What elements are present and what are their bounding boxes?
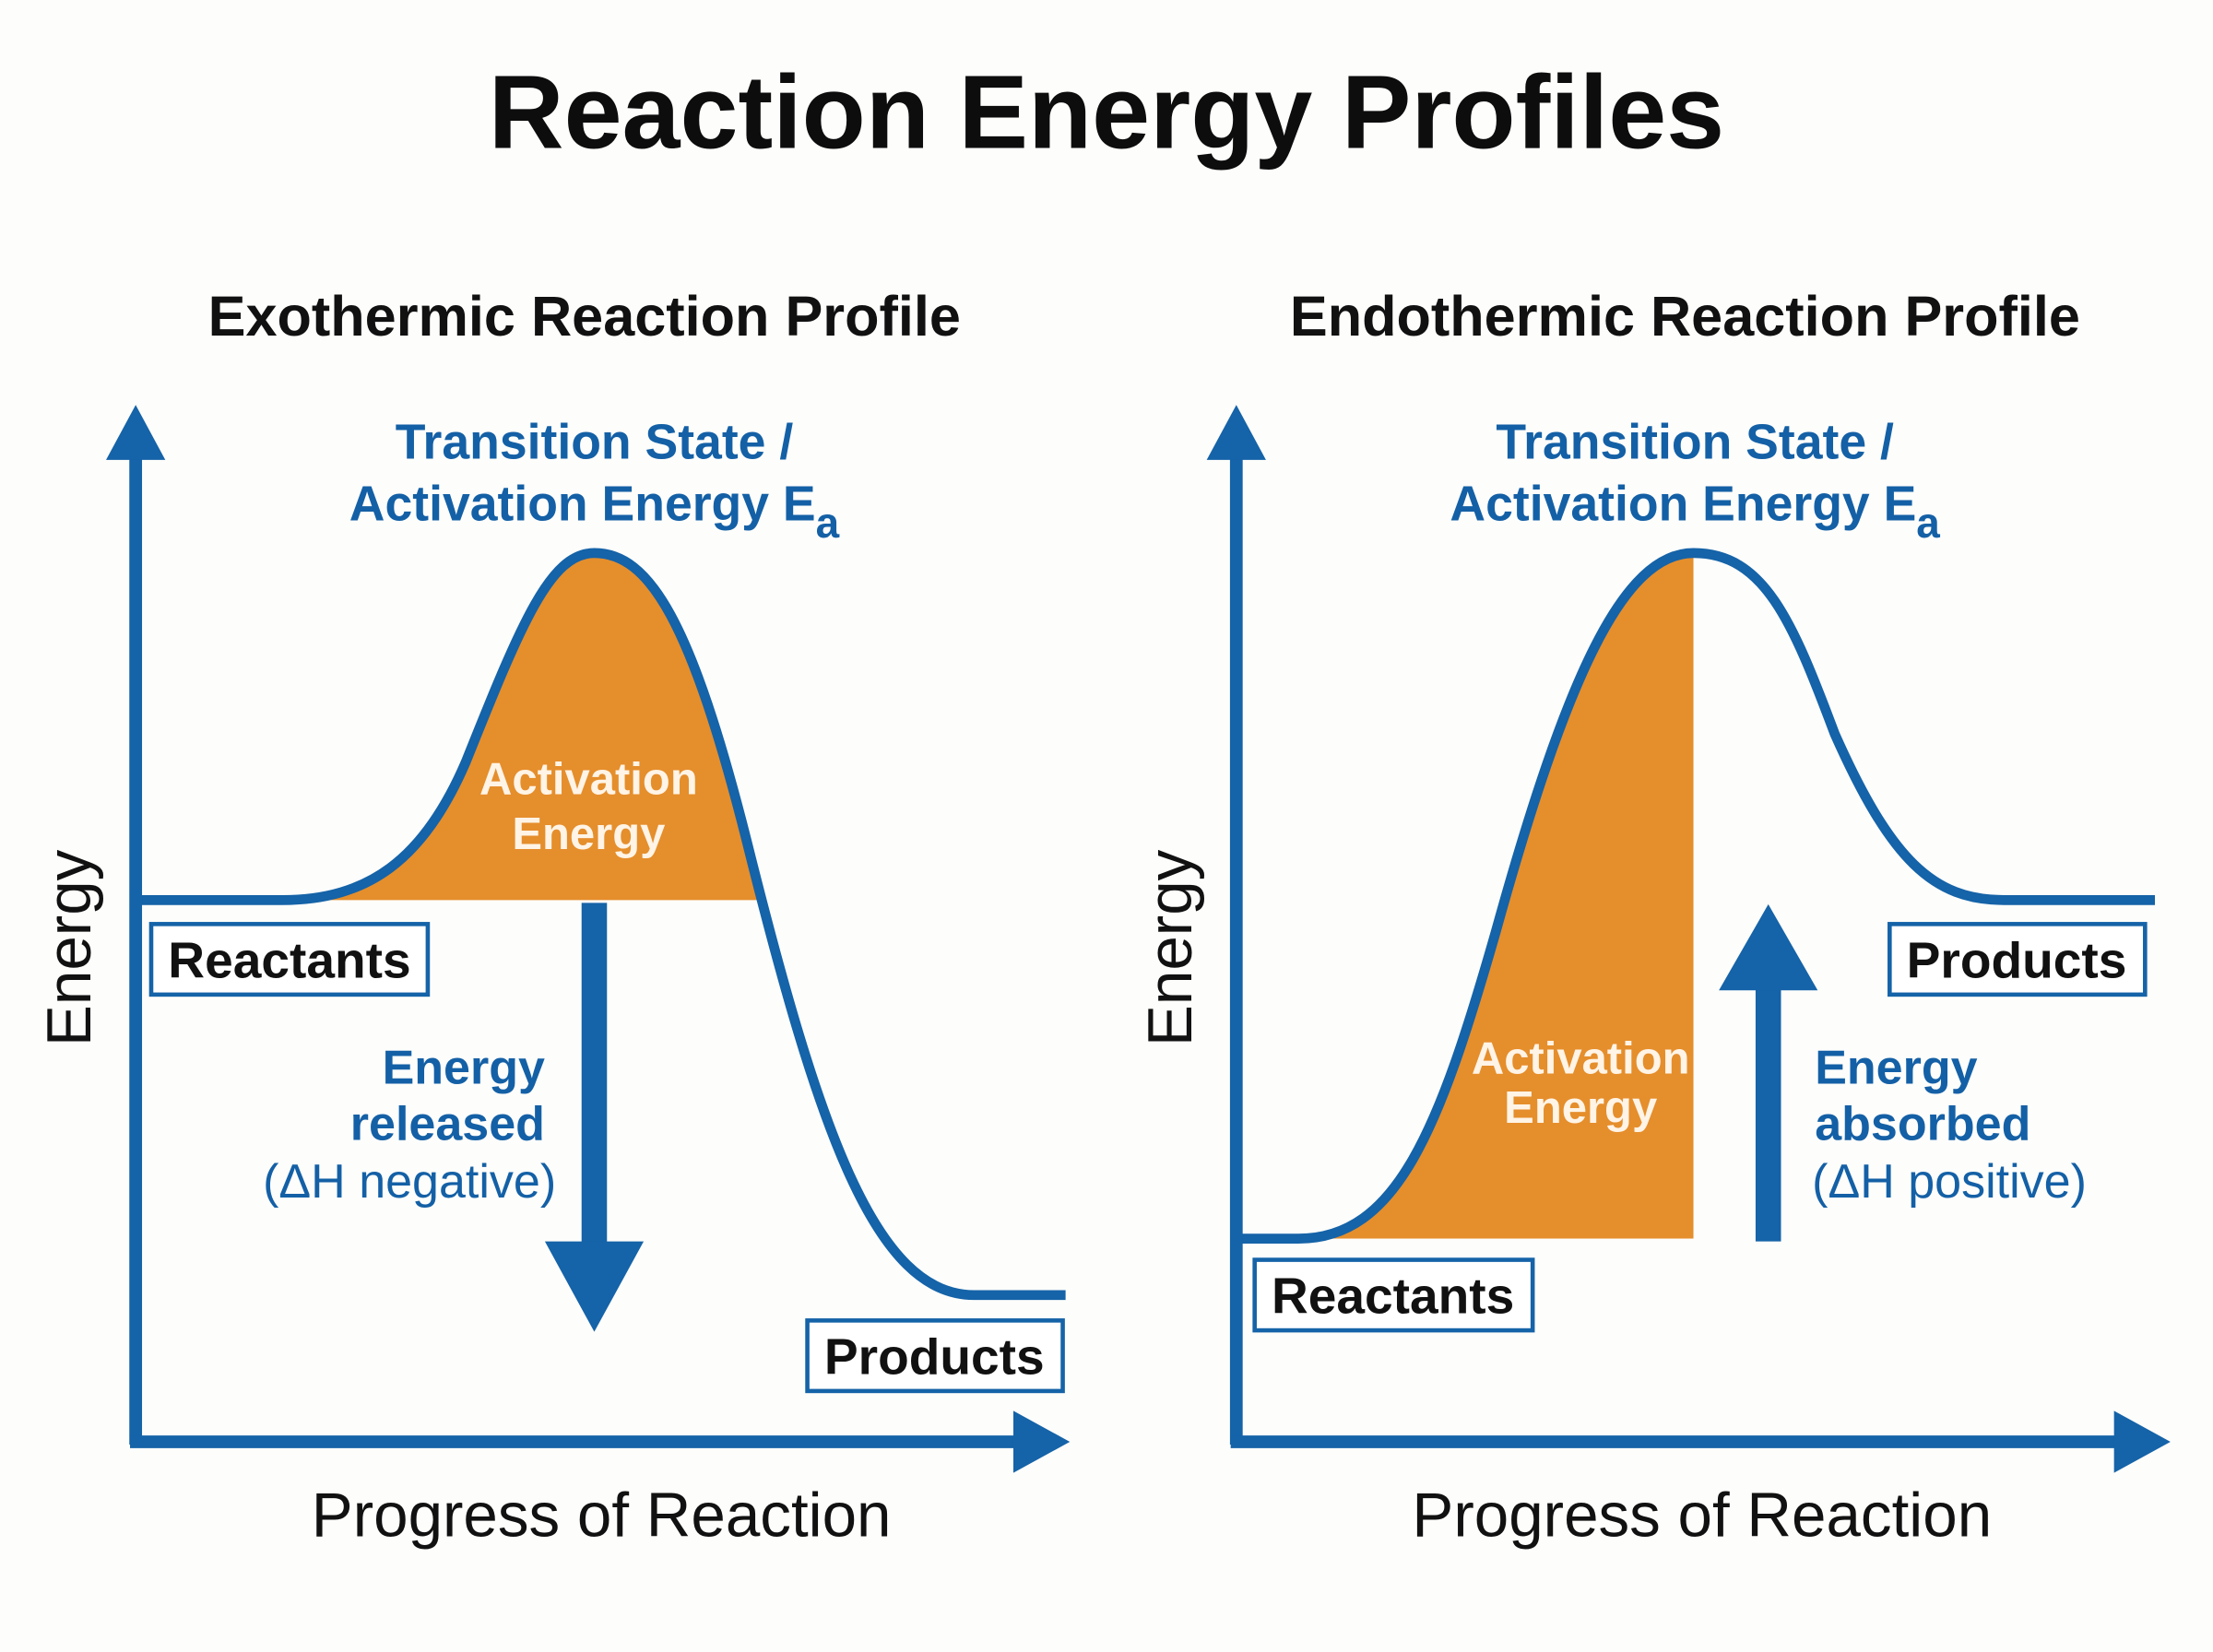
main-title: Reaction Energy Profiles bbox=[489, 53, 1724, 171]
y-axis-label: Energy bbox=[1136, 849, 1205, 1046]
transition-state-label-line1: Transition State / bbox=[396, 415, 794, 469]
x-axis-label: Progress of Reaction bbox=[312, 1481, 892, 1551]
endothermic-panel: Endothermic Reaction Profile Transition … bbox=[1136, 285, 2171, 1551]
activation-energy-label-line2: Energy bbox=[1504, 1083, 1657, 1133]
x-axis-arrowhead-icon bbox=[2113, 1410, 2171, 1473]
activation-energy-label-line1: Activation bbox=[479, 755, 698, 805]
down-arrowhead-icon bbox=[544, 1241, 645, 1332]
energy-released-label-line1: Energy bbox=[383, 1041, 545, 1094]
products-label: Products bbox=[824, 1328, 1045, 1386]
transition-state-label-line2: Activation Energy Ea bbox=[1450, 478, 1940, 547]
energy-absorbed-label-line1: Energy bbox=[1815, 1041, 1977, 1094]
energy-curve bbox=[136, 548, 1066, 1301]
reactants-label: Reactants bbox=[168, 932, 410, 989]
activation-energy-label-line2: Energy bbox=[512, 809, 665, 859]
energy-released-label-line2: released bbox=[350, 1097, 545, 1150]
reactants-label: Reactants bbox=[1272, 1268, 1514, 1325]
x-axis-arrowhead-icon bbox=[1012, 1410, 1071, 1473]
energy-absorbed-label-line2: absorbed bbox=[1815, 1097, 2030, 1150]
products-box bbox=[805, 1318, 1065, 1394]
y-axis-arrowhead-icon bbox=[106, 405, 166, 460]
activation-energy-fill bbox=[136, 552, 763, 901]
products-box bbox=[1888, 922, 2148, 997]
energy-curve bbox=[1236, 548, 2156, 1244]
products-label: Products bbox=[1907, 932, 2127, 989]
x-axis-label: Progress of Reaction bbox=[1412, 1481, 1992, 1551]
y-axis-label: Energy bbox=[35, 849, 104, 1046]
delta-h-label: (ΔH positive) bbox=[1812, 1155, 2087, 1209]
transition-state-label-line2: Activation Energy Ea bbox=[349, 478, 840, 547]
reactants-box bbox=[1252, 1257, 1535, 1333]
exothermic-panel: Exothermic Reaction Profile Transition S… bbox=[35, 285, 1071, 1551]
delta-h-label: (ΔH negative) bbox=[263, 1155, 556, 1209]
activation-energy-label-line1: Activation bbox=[1472, 1034, 1690, 1084]
exothermic-subtitle: Exothermic Reaction Profile bbox=[208, 285, 961, 348]
y-axis-arrowhead-icon bbox=[1206, 405, 1266, 460]
activation-energy-fill bbox=[1236, 552, 1694, 1239]
transition-state-label-line1: Transition State / bbox=[1496, 415, 1894, 469]
reactants-box bbox=[148, 922, 431, 997]
up-arrowhead-icon bbox=[1719, 903, 1818, 991]
endothermic-subtitle: Endothermic Reaction Profile bbox=[1290, 285, 2080, 348]
